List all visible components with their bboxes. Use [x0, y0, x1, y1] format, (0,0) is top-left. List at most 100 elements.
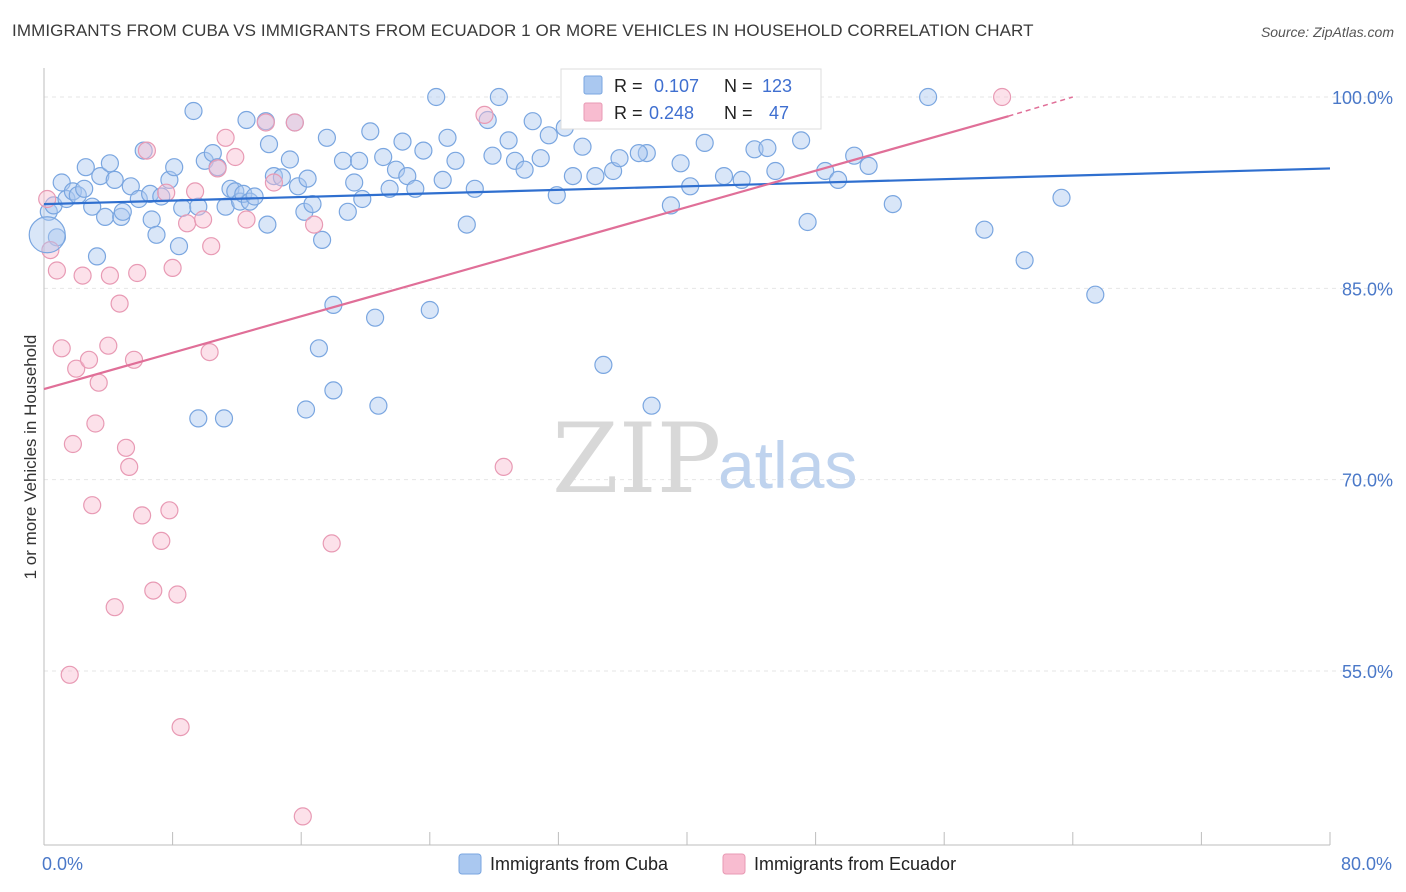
legend-label-ecuador: Immigrants from Ecuador [754, 854, 956, 874]
stats-r-label-ecuador: R = [614, 103, 643, 123]
data-point [137, 141, 156, 160]
data-point [975, 220, 994, 239]
data-point [95, 207, 115, 226]
data-point [113, 202, 132, 221]
x-tick-label-min: 0.0% [42, 854, 83, 874]
data-point [695, 133, 714, 152]
data-point [76, 158, 95, 177]
legend-item-ecuador[interactable]: Immigrants from Ecuador [722, 853, 956, 875]
data-point [350, 151, 369, 170]
data-point [386, 160, 406, 179]
data-point [288, 177, 308, 196]
data-point [714, 167, 734, 186]
data-point [52, 339, 71, 358]
data-point [160, 501, 179, 520]
data-point [629, 144, 648, 163]
data-point [194, 210, 213, 229]
trend-line-ecuador [43, 115, 1009, 391]
data-point [494, 457, 513, 476]
data-point [105, 598, 124, 617]
data-point [144, 581, 163, 600]
data-point [1015, 251, 1034, 270]
data-point [305, 215, 324, 234]
data-point [642, 396, 661, 415]
legend-label-cuba: Immigrants from Cuba [490, 854, 669, 874]
data-point [163, 258, 182, 277]
stats-box-frame [560, 68, 822, 130]
legend-swatch-ecuador [722, 853, 746, 875]
y-tick-label: 70.0% [1342, 471, 1393, 491]
legend: Immigrants from Cuba Immigrants from Ecu… [458, 853, 956, 875]
data-point [189, 409, 208, 428]
data-point [303, 195, 322, 214]
data-point [152, 531, 171, 551]
stats-r-value-ecuador: 0.248 [649, 103, 694, 123]
data-point [208, 159, 227, 178]
data-point [173, 198, 192, 218]
data-point [285, 113, 304, 132]
points-layer [28, 87, 1105, 826]
source-label: Source: ZipAtlas.com [1260, 24, 1394, 40]
data-point [438, 128, 457, 147]
data-point [489, 87, 508, 107]
data-point [83, 496, 102, 515]
trend-line-ecuador-extension [1008, 96, 1074, 117]
data-point [110, 294, 129, 313]
data-point [361, 122, 380, 141]
data-point [245, 187, 264, 206]
data-point [791, 131, 811, 150]
data-point [63, 434, 83, 454]
data-point [128, 263, 147, 283]
data-point [73, 266, 92, 285]
y-tick-label: 100.0% [1332, 88, 1393, 108]
y-tick-label: 55.0% [1342, 662, 1393, 682]
data-point [186, 182, 205, 201]
data-point [216, 128, 235, 147]
data-point [258, 215, 277, 234]
data-point [499, 131, 518, 150]
data-point [671, 154, 690, 173]
data-point [129, 189, 148, 209]
data-point [483, 146, 502, 165]
series-ecuador-points [38, 87, 1012, 826]
data-point [214, 409, 234, 428]
data-point [256, 113, 275, 132]
data-point [353, 189, 372, 209]
data-point [380, 179, 399, 198]
data-point [141, 184, 160, 203]
stats-swatch-cuba [583, 75, 603, 95]
stats-r-label-cuba: R = [614, 76, 643, 96]
data-point [79, 350, 99, 369]
stats-n-value-ecuador: 47 [769, 103, 789, 123]
data-point [91, 167, 110, 186]
stats-n-label-ecuador: N = [724, 103, 753, 123]
data-point [322, 534, 341, 553]
data-point [47, 261, 67, 280]
data-point [280, 150, 299, 169]
data-point [798, 212, 817, 232]
stats-box: R = 0.107 N = 123 R = 0.248 N = 47 [560, 68, 822, 130]
data-point [147, 225, 166, 244]
chart-title: IMMIGRANTS FROM CUBA VS IMMIGRANTS FROM … [12, 21, 1034, 40]
y-tick-label: 85.0% [1342, 279, 1393, 299]
data-point [165, 158, 184, 177]
data-point [1086, 285, 1105, 304]
x-tick-marks [43, 832, 1331, 845]
data-point [745, 140, 764, 159]
data-point [168, 585, 187, 604]
data-point [766, 161, 785, 181]
legend-item-cuba[interactable]: Immigrants from Cuba [458, 853, 669, 875]
data-point [200, 343, 219, 362]
stats-n-value-cuba: 123 [762, 76, 792, 96]
trend-line-cuba [43, 167, 1331, 206]
data-point [828, 170, 848, 189]
data-point [465, 179, 484, 198]
trend-layer [43, 96, 1331, 391]
data-point [366, 308, 385, 327]
data-point [202, 237, 221, 256]
data-point [317, 128, 336, 147]
data-point [457, 215, 476, 234]
y-tick-labels: 55.0% 70.0% 85.0% 100.0% [1332, 88, 1393, 682]
data-point [298, 169, 317, 188]
